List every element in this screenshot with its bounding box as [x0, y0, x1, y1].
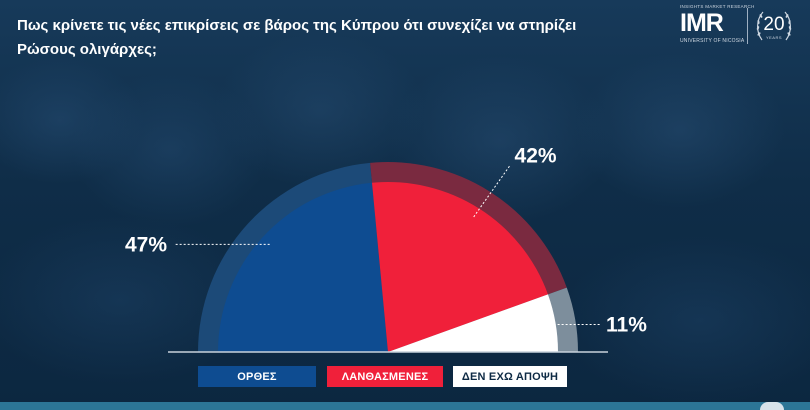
question-title: Πως κρίνετε τις νέες επικρίσεις σε βάρος…: [17, 17, 577, 58]
footer-corner-tab: [760, 402, 784, 410]
legend-item-lanthasmenes: ΛΑΝΘΑΣΜΕΝΕΣ: [327, 366, 443, 387]
anniversary-badge: 20 YEARS: [754, 6, 794, 46]
slice-3: [388, 294, 558, 352]
legend-item-no-opinion: ΔΕΝ ΕΧΩ ΑΠΟΨΗ: [453, 366, 567, 387]
slice-1: [218, 182, 388, 352]
logo-name: IMR: [680, 9, 724, 37]
logo-institution: UNIVERSITY OF NICOSIA: [680, 38, 745, 44]
data-label-2: 42%: [515, 145, 557, 168]
anniversary-sub: YEARS: [765, 35, 783, 40]
imr-logo: INSIGHTS MARKET RESEARCH IMR UNIVERSITY …: [680, 4, 800, 48]
laurel-wreath-icon: [756, 11, 792, 41]
footer-bar: [0, 402, 810, 410]
data-label-3: 11%: [606, 313, 647, 336]
anniversary-number: 20: [763, 14, 785, 35]
data-label-1: 47%: [125, 233, 167, 256]
legend-item-orthes: ΟΡΘΕΣ: [198, 366, 316, 387]
slice-2: [372, 182, 548, 352]
logo-tagline: INSIGHTS MARKET RESEARCH: [680, 4, 755, 9]
logo-divider: [747, 8, 748, 44]
leader-line-2: [473, 164, 511, 218]
